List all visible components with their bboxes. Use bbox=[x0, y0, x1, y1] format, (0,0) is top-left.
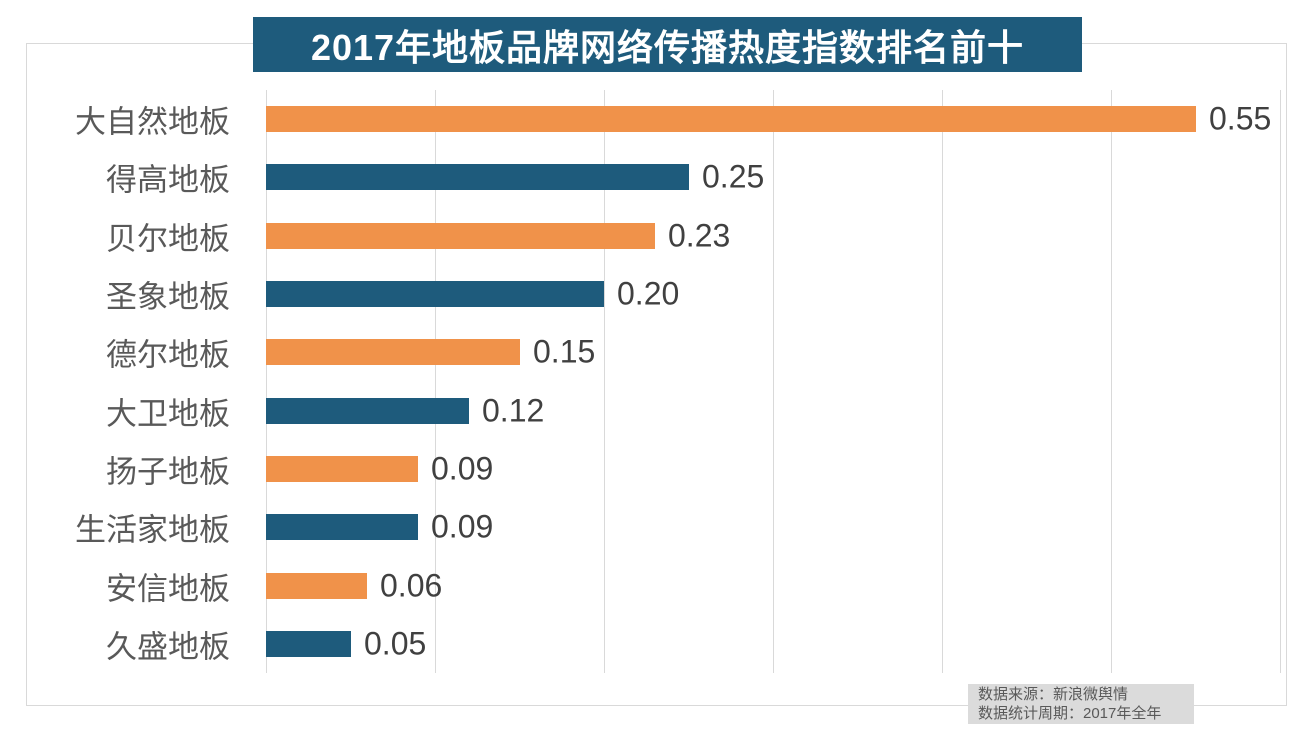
value-label: 0.20 bbox=[617, 275, 680, 312]
category-label: 大卫地板 bbox=[106, 396, 230, 432]
category-label: 贝尔地板 bbox=[106, 221, 230, 257]
chart-title-box: 2017年地板品牌网络传播热度指数排名前十 bbox=[253, 17, 1082, 72]
bar bbox=[266, 572, 367, 599]
category-label: 大自然地板 bbox=[75, 104, 230, 140]
bar-row: 德尔地板 0.15 bbox=[0, 323, 1314, 381]
bar-row: 安信地板 0.06 bbox=[0, 556, 1314, 614]
bar bbox=[266, 339, 520, 366]
category-label: 安信地板 bbox=[106, 571, 230, 607]
bar-row: 大自然地板 0.55 bbox=[0, 90, 1314, 148]
category-label: 生活家地板 bbox=[75, 512, 230, 548]
value-label: 0.09 bbox=[431, 508, 494, 545]
value-label: 0.06 bbox=[380, 567, 443, 604]
gridline bbox=[604, 90, 605, 673]
bar bbox=[266, 106, 1196, 133]
gridline bbox=[1111, 90, 1112, 673]
bar-row: 大卫地板 0.12 bbox=[0, 382, 1314, 440]
category-label: 得高地板 bbox=[106, 162, 230, 198]
source-line-1: 数据来源：新浪微舆情 bbox=[978, 686, 1129, 703]
source-note-box: 数据来源：新浪微舆情 数据统计周期：2017年全年 bbox=[968, 684, 1194, 724]
category-label: 扬子地板 bbox=[106, 454, 230, 490]
value-label: 0.05 bbox=[364, 625, 427, 662]
bar-row: 久盛地板 0.05 bbox=[0, 615, 1314, 673]
bar-row: 生活家地板 0.09 bbox=[0, 498, 1314, 556]
value-label: 0.15 bbox=[533, 333, 596, 370]
chart-title: 2017年地板品牌网络传播热度指数排名前十 bbox=[310, 26, 1025, 68]
gridline bbox=[773, 90, 774, 673]
bar bbox=[266, 281, 604, 308]
bar bbox=[266, 397, 469, 424]
plot-area bbox=[266, 90, 1281, 673]
value-label: 0.23 bbox=[668, 217, 731, 254]
category-label: 圣象地板 bbox=[106, 279, 230, 315]
category-label: 久盛地板 bbox=[106, 629, 230, 665]
bar-row: 圣象地板 0.20 bbox=[0, 265, 1314, 323]
gridline bbox=[942, 90, 943, 673]
value-label: 0.25 bbox=[702, 158, 765, 195]
category-label: 德尔地板 bbox=[106, 337, 230, 373]
bar bbox=[266, 164, 689, 191]
value-label: 0.55 bbox=[1209, 100, 1272, 137]
bar bbox=[266, 222, 655, 249]
bar bbox=[266, 630, 351, 657]
gridline bbox=[266, 90, 267, 673]
value-label: 0.12 bbox=[482, 392, 545, 429]
gridline bbox=[1280, 90, 1281, 673]
bar bbox=[266, 455, 418, 482]
bar bbox=[266, 514, 418, 541]
bar-row: 扬子地板 0.09 bbox=[0, 440, 1314, 498]
source-line-2: 数据统计周期：2017年全年 bbox=[978, 705, 1162, 722]
value-label: 0.09 bbox=[431, 450, 494, 487]
bar-row: 贝尔地板 0.23 bbox=[0, 207, 1314, 265]
bar-row: 得高地板 0.25 bbox=[0, 148, 1314, 206]
gridline bbox=[435, 90, 436, 673]
